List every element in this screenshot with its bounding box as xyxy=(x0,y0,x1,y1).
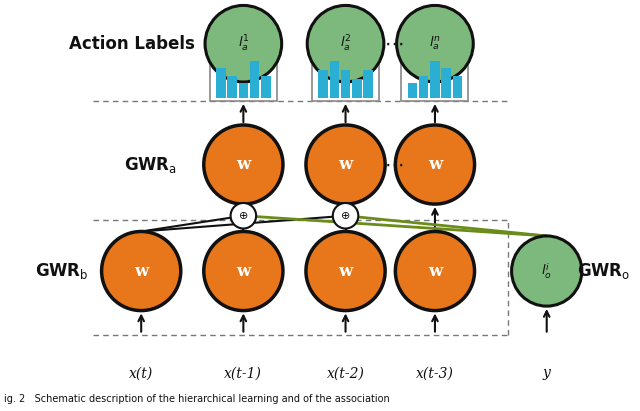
Ellipse shape xyxy=(307,5,384,82)
Bar xyxy=(318,70,328,98)
Bar xyxy=(341,70,350,98)
Text: Action Labels: Action Labels xyxy=(68,35,195,53)
Bar xyxy=(364,70,373,98)
Text: w: w xyxy=(236,263,250,279)
Text: GWR$_\mathrm{o}$: GWR$_\mathrm{o}$ xyxy=(577,261,631,281)
Ellipse shape xyxy=(230,203,256,229)
Text: x(t-1): x(t-1) xyxy=(225,367,262,381)
Text: $l_a^1$: $l_a^1$ xyxy=(237,34,249,54)
Ellipse shape xyxy=(205,5,282,82)
Ellipse shape xyxy=(396,125,474,204)
Bar xyxy=(250,60,259,98)
Text: $\cdots$: $\cdots$ xyxy=(384,34,403,53)
FancyBboxPatch shape xyxy=(401,54,468,101)
Text: GWR$_\mathrm{b}$: GWR$_\mathrm{b}$ xyxy=(35,261,88,281)
Bar xyxy=(239,83,248,98)
Ellipse shape xyxy=(511,236,582,306)
Ellipse shape xyxy=(306,125,385,204)
Text: $\oplus$: $\oplus$ xyxy=(238,210,248,221)
Bar xyxy=(352,79,362,98)
Bar xyxy=(430,60,440,98)
Text: x(t-2): x(t-2) xyxy=(326,367,365,381)
FancyBboxPatch shape xyxy=(312,54,379,101)
Text: y: y xyxy=(543,367,550,381)
Text: $\oplus$: $\oplus$ xyxy=(340,210,351,221)
Bar xyxy=(261,76,271,98)
Bar xyxy=(216,68,225,98)
Ellipse shape xyxy=(306,231,385,311)
Text: $l_a^2$: $l_a^2$ xyxy=(340,34,351,54)
Text: $\cdots$: $\cdots$ xyxy=(384,155,403,174)
Bar xyxy=(452,76,462,98)
Ellipse shape xyxy=(333,203,358,229)
Ellipse shape xyxy=(204,125,283,204)
Bar xyxy=(419,76,428,98)
Text: GWR$_\mathrm{a}$: GWR$_\mathrm{a}$ xyxy=(124,155,177,175)
Text: w: w xyxy=(339,156,353,173)
Text: w: w xyxy=(428,156,442,173)
Ellipse shape xyxy=(396,231,474,311)
Bar xyxy=(227,76,237,98)
Text: $l_o^i$: $l_o^i$ xyxy=(541,261,552,281)
Text: $l_a^n$: $l_a^n$ xyxy=(429,35,441,53)
Ellipse shape xyxy=(204,231,283,311)
Text: x(t-3): x(t-3) xyxy=(416,367,454,381)
Text: x(t): x(t) xyxy=(129,367,154,381)
Bar xyxy=(442,68,451,98)
Text: w: w xyxy=(428,263,442,279)
Text: ig. 2   Schematic description of the hierarchical learning and of the associatio: ig. 2 Schematic description of the hiera… xyxy=(4,394,390,404)
Ellipse shape xyxy=(397,5,473,82)
Bar xyxy=(408,83,417,98)
Bar xyxy=(330,60,339,98)
FancyBboxPatch shape xyxy=(210,54,277,101)
Text: w: w xyxy=(236,156,250,173)
Text: w: w xyxy=(339,263,353,279)
Ellipse shape xyxy=(102,231,180,311)
Text: w: w xyxy=(134,263,148,279)
